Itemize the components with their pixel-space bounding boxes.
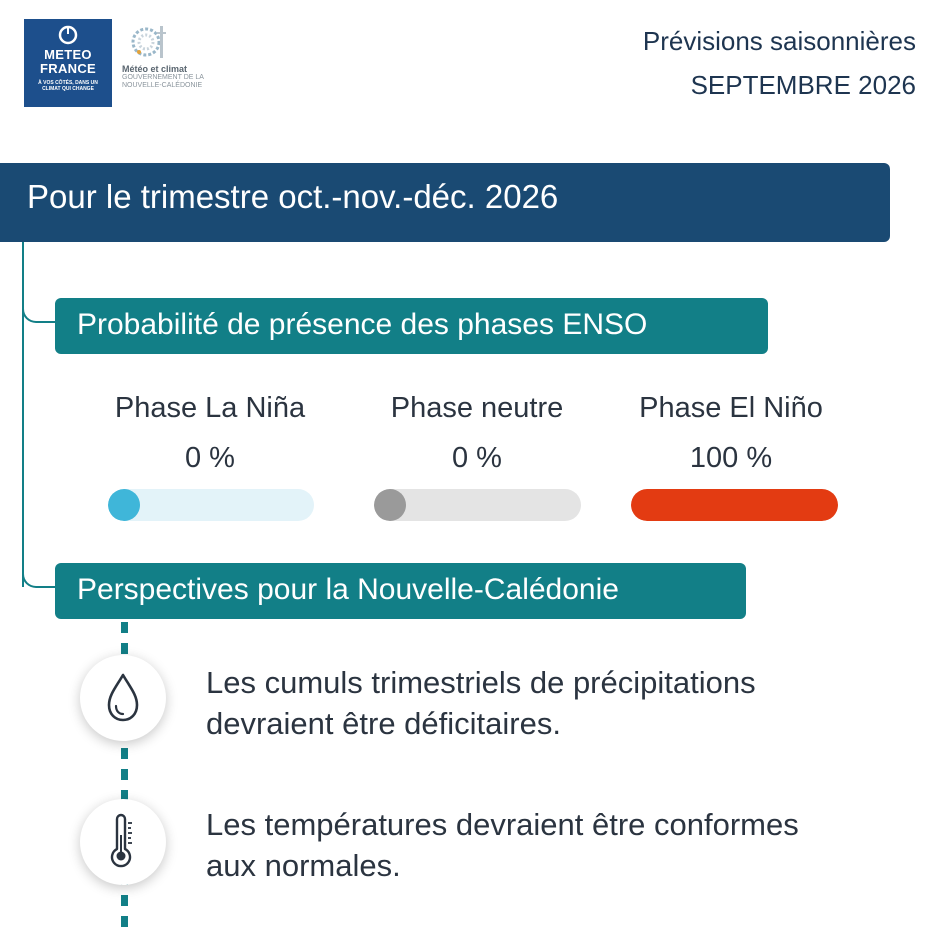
tree-connector-elbow-enso	[22, 305, 56, 323]
tree-connector-line	[22, 242, 24, 587]
header-date: SEPTEMBRE 2026	[690, 70, 916, 100]
phase-la-nina: Phase La Niña 0 %	[80, 392, 340, 475]
meteo-climat-sub-2: Nouvelle-Calédonie	[122, 82, 203, 89]
tree-connector-elbow-perspectives	[22, 570, 56, 588]
phase-la-nina-label: Phase La Niña	[114, 392, 306, 424]
temperature-outlook-line1: Les températures devraient être conforme…	[206, 807, 799, 842]
precipitation-outlook: Les cumuls trimestriels de précipitation…	[206, 662, 906, 744]
precipitation-outlook-line2: devraient être déficitaires.	[206, 706, 561, 741]
phase-la-nina-value: 0 %	[185, 442, 235, 474]
meteo-france-name-1: METEO	[44, 47, 92, 62]
meteo-france-tagline-2: climat qui change	[42, 86, 94, 92]
meteo-france-emblem-icon	[58, 25, 78, 45]
phase-el-nino-value: 100 %	[689, 442, 773, 474]
phase-neutre-label: Phase neutre	[390, 392, 564, 424]
temperature-icon-badge	[80, 799, 166, 885]
phase-neutre-bar-knob	[374, 489, 406, 521]
perspectives-section-title: Perspectives pour la Nouvelle-Calédonie	[55, 563, 746, 619]
meteo-climat-sub-1: Gouvernement de la	[122, 74, 204, 81]
meteo-climat-name: Météo et climat	[122, 64, 188, 74]
meteo-france-logo: METEO FRANCE À vos côtés, dans un climat…	[24, 19, 112, 107]
phase-la-nina-bar	[108, 489, 314, 521]
enso-section-title: Probabilité de présence des phases ENSO	[55, 298, 768, 354]
water-drop-icon	[107, 673, 139, 722]
phase-el-nino-bar	[631, 489, 838, 521]
phase-neutre-bar	[374, 489, 581, 521]
precipitation-outlook-line1: Les cumuls trimestriels de précipitation…	[206, 665, 756, 700]
phase-neutre: Phase neutre 0 %	[347, 392, 607, 475]
phase-el-nino: Phase El Niño 100 %	[601, 392, 861, 475]
phase-el-nino-label: Phase El Niño	[639, 392, 823, 424]
temperature-outlook-line2: aux normales.	[206, 848, 401, 883]
period-banner	[0, 163, 890, 242]
thermometer-icon	[110, 813, 132, 868]
cagou-emblem-icon	[131, 26, 166, 58]
meteo-climat-logo: Météo et climat Gouvernement de la Nouve…	[122, 22, 222, 108]
meteo-france-name-2: FRANCE	[40, 61, 96, 76]
temperature-outlook: Les températures devraient être conforme…	[206, 804, 906, 886]
phase-el-nino-bar-fill	[631, 489, 838, 521]
dotted-connector	[121, 622, 128, 934]
precipitation-icon-badge	[80, 655, 166, 741]
period-banner-title: Pour le trimestre oct.-nov.-déc. 2026	[27, 178, 559, 215]
phase-neutre-value: 0 %	[452, 442, 502, 474]
phase-la-nina-bar-knob	[108, 489, 140, 521]
header-title: Prévisions saisonnières	[642, 26, 916, 56]
meteo-france-tagline-1: À vos côtés, dans un	[38, 80, 98, 86]
